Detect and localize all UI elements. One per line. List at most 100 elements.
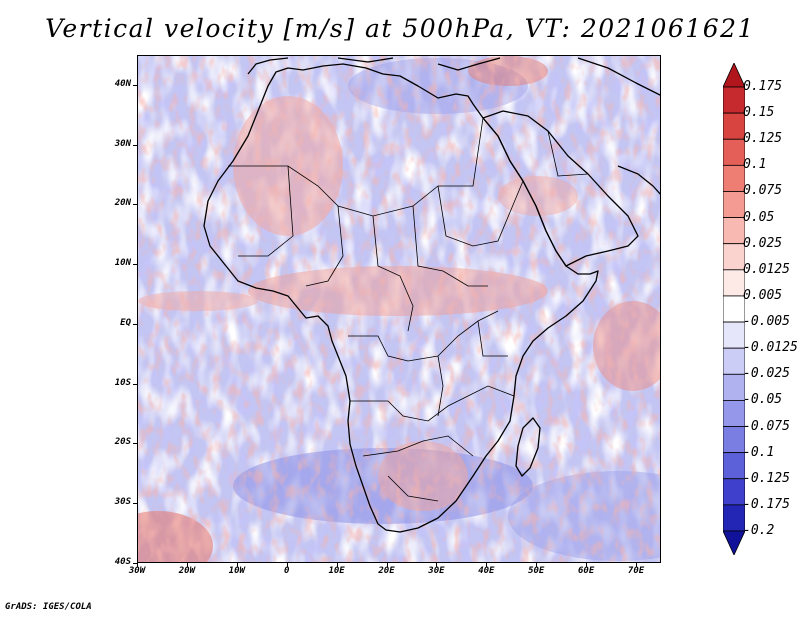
lat-tick-label: 10S xyxy=(114,377,131,388)
lat-tick-label: 40N xyxy=(114,78,131,89)
coastlines xyxy=(203,57,660,533)
lon-tick-label: 30E xyxy=(428,566,445,576)
colorbar-box xyxy=(723,400,745,427)
lat-tick-mark xyxy=(133,323,137,325)
border-line xyxy=(350,385,515,422)
colorbar-label: -0.005 xyxy=(743,314,790,330)
lat-tick-label: 10N xyxy=(114,258,131,269)
lat-tick-mark xyxy=(133,563,137,564)
lon-tick-label: 10W xyxy=(228,566,245,576)
colorbar-box xyxy=(723,138,745,166)
colorbar-box xyxy=(723,504,745,532)
lat-tick-label: 40S xyxy=(114,557,131,567)
lon-tick-mark xyxy=(286,563,288,567)
vertical-velocity-map xyxy=(138,56,660,562)
lon-tick-mark xyxy=(236,563,238,567)
border-line xyxy=(238,165,294,257)
credit-text: GrADS: IGES/COLA xyxy=(5,602,92,612)
colorbar-label: -0.05 xyxy=(743,392,783,408)
lat-tick-label: 30S xyxy=(114,497,131,508)
lon-tick-mark xyxy=(137,563,138,567)
colorbar-label: 0.1 xyxy=(743,157,767,173)
colorbar-box xyxy=(723,478,745,506)
lon-tick-label: 20E xyxy=(378,566,395,576)
lon-tick-mark xyxy=(436,563,438,567)
border-line xyxy=(437,180,524,247)
lon-tick-mark xyxy=(636,563,638,567)
lon-tick-label: 70E xyxy=(627,566,645,576)
colorbar-label: -0.025 xyxy=(743,366,790,382)
colorbar-label: 0.025 xyxy=(743,235,783,251)
map-plot-area xyxy=(137,55,661,563)
lat-tick-label: 30N xyxy=(114,138,131,149)
border-line xyxy=(372,215,414,332)
colorbar-label: -0.1 xyxy=(743,444,775,460)
lon-tick-mark xyxy=(186,563,188,567)
lat-tick-mark xyxy=(133,503,137,505)
border-line xyxy=(547,130,589,177)
lon-tick-label: 10E xyxy=(328,566,345,576)
colorbar-box xyxy=(723,426,745,454)
lon-tick-label: 0 xyxy=(283,566,290,576)
colorbar-label: -0.175 xyxy=(743,496,790,512)
colorbar-label: -0.125 xyxy=(743,470,790,486)
colorbar-bottom-triangle xyxy=(723,530,745,555)
colorbar-box xyxy=(723,86,745,114)
border-line xyxy=(387,475,439,502)
madagascar-coastline xyxy=(515,417,541,477)
africa-coastline xyxy=(203,63,599,533)
border-line xyxy=(437,355,444,417)
lat-tick-mark xyxy=(133,204,137,206)
lon-tick-label: 60E xyxy=(578,566,595,576)
arabia-coastline xyxy=(482,110,639,267)
lon-tick-mark xyxy=(536,563,538,567)
colorbar xyxy=(723,63,745,555)
lon-tick-mark xyxy=(486,563,488,567)
colorbar-box xyxy=(723,373,745,401)
border-line xyxy=(362,435,474,457)
colorbar-box xyxy=(723,295,745,323)
colorbar-label: 0.15 xyxy=(743,105,775,121)
colorbar-box xyxy=(723,452,745,480)
lat-tick-mark xyxy=(133,144,137,146)
colorbar-label: 0.005 xyxy=(743,287,783,303)
lat-tick-label: 20N xyxy=(114,198,131,209)
colorbar-label: 0.075 xyxy=(743,183,783,199)
colorbar-box xyxy=(723,243,745,271)
lon-tick-mark xyxy=(586,563,588,567)
colorbar-label: -0.0125 xyxy=(743,340,798,356)
lon-tick-label: 50E xyxy=(528,566,545,576)
colorbar-label: 0.125 xyxy=(743,131,783,147)
lat-tick-mark xyxy=(133,383,137,385)
colorbar-label: 0.05 xyxy=(743,209,775,225)
lat-tick-mark xyxy=(133,264,137,266)
colorbar-label: -0.2 xyxy=(743,523,775,538)
colorbar-label: -0.075 xyxy=(743,418,790,434)
europe-coastline xyxy=(247,57,660,96)
lat-tick-mark xyxy=(133,443,137,445)
lon-tick-mark xyxy=(336,563,338,567)
colorbar-label: 0.0125 xyxy=(743,261,790,277)
country-borders xyxy=(228,117,589,502)
lon-tick-mark xyxy=(386,563,388,567)
border-line xyxy=(412,205,488,287)
colorbar-box xyxy=(723,112,745,140)
border-line xyxy=(477,320,508,357)
border-line xyxy=(305,205,344,287)
lon-tick-label: 20W xyxy=(178,566,196,576)
india-coastline xyxy=(617,165,660,195)
colorbar-box xyxy=(723,164,745,192)
border-line xyxy=(348,310,499,362)
lat-tick-mark xyxy=(133,84,137,86)
colorbar-label: 0.175 xyxy=(743,79,783,94)
lon-tick-label: 40E xyxy=(478,566,495,576)
colorbar-box xyxy=(723,269,745,297)
colorbar-box xyxy=(723,347,745,375)
colorbar-box xyxy=(723,191,745,218)
colorbar-top-triangle xyxy=(723,63,745,88)
colorbar-box xyxy=(723,217,745,245)
colorbar-box xyxy=(723,321,745,349)
lat-tick-label: EQ xyxy=(120,317,131,328)
chart-title: Vertical velocity [m/s] at 500hPa, VT: 2… xyxy=(45,14,755,43)
lon-tick-label: 30W xyxy=(128,566,146,576)
